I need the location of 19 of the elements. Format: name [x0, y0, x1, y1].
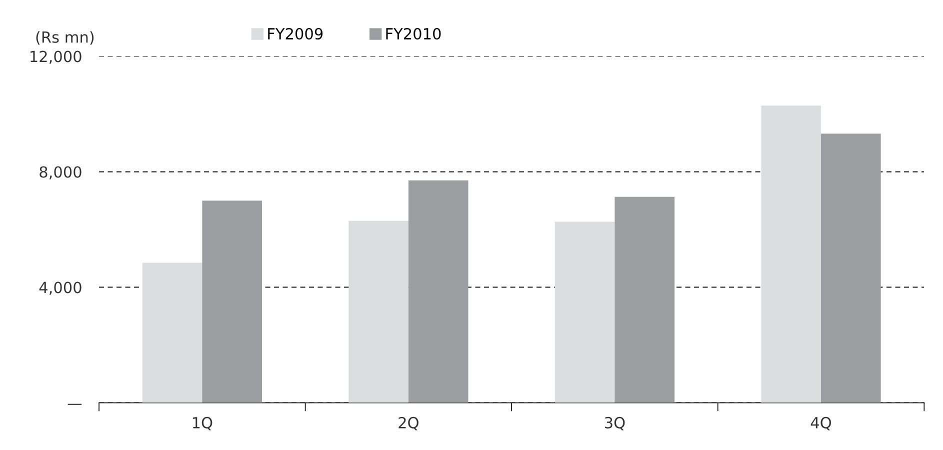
bar: [614, 196, 675, 403]
y-tick-label: 4,000: [39, 282, 82, 295]
bar: [821, 134, 881, 403]
bar: [142, 262, 202, 403]
y-tick-label: 8,000: [40, 166, 82, 180]
y-axis-title: (Rs mn): [36, 31, 94, 45]
x-tick-label: 4Q: [810, 416, 832, 430]
bar: [761, 106, 821, 403]
bar: [554, 222, 615, 403]
x-tick-label: 1Q: [192, 416, 212, 430]
legend-label: FY2009: [268, 28, 323, 40]
bar: [202, 200, 262, 403]
legend-label: FY2010: [386, 28, 441, 40]
bar: [408, 180, 468, 403]
y-tick-label: 12,000: [30, 50, 82, 64]
x-tick-label: 2Q: [398, 416, 418, 430]
y-tick-label: —: [68, 404, 82, 405]
x-tick-label: 3Q: [605, 416, 625, 430]
bar: [348, 220, 408, 403]
